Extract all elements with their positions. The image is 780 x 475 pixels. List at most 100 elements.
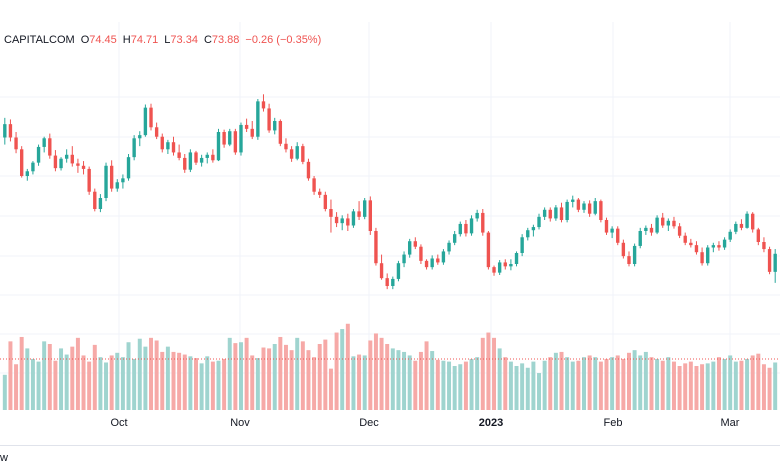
candle-body — [587, 203, 592, 214]
candle-body — [734, 223, 738, 232]
volume-bar — [390, 348, 395, 410]
volume-bar — [171, 351, 176, 410]
candle — [756, 227, 761, 246]
footer-label[interactable]: w — [0, 452, 8, 464]
candle-body — [537, 216, 541, 228]
candle — [183, 154, 187, 173]
volume-bar — [570, 361, 575, 410]
volume-bar — [205, 356, 210, 410]
candle-body — [351, 211, 356, 226]
candle-body — [81, 165, 86, 169]
candle-body — [188, 152, 193, 170]
candle-body — [149, 107, 153, 128]
candle — [481, 209, 485, 236]
candle-body — [199, 157, 204, 163]
volume-bar — [480, 337, 485, 410]
candle — [655, 215, 659, 235]
candle — [109, 160, 114, 192]
candle-body — [689, 242, 693, 246]
volume-bar — [767, 367, 772, 410]
volume-bar — [317, 344, 322, 410]
candle — [233, 128, 238, 155]
volume-bar — [368, 340, 373, 410]
candle-body — [87, 168, 91, 192]
candle-body — [672, 220, 676, 227]
candle — [211, 149, 215, 163]
volume-bar — [278, 336, 283, 410]
candle-body — [554, 207, 558, 219]
volume-bar — [199, 363, 204, 410]
volume-bar — [250, 355, 255, 410]
candle — [284, 138, 288, 153]
candle — [531, 224, 536, 237]
candle-body — [531, 227, 536, 231]
candle-body — [576, 199, 581, 210]
candle-body — [239, 124, 243, 153]
candle — [132, 135, 136, 161]
candle — [717, 241, 721, 251]
volume-bar — [447, 361, 452, 410]
candle — [520, 234, 524, 257]
x-tick-label: Mar — [721, 417, 740, 429]
volume-bar — [8, 341, 13, 410]
candle — [323, 191, 328, 212]
volume-bar — [255, 358, 260, 410]
candle — [250, 121, 254, 140]
candle-body — [379, 263, 384, 279]
volume-bar — [565, 357, 570, 410]
candle-body — [430, 258, 434, 268]
candle — [599, 199, 603, 223]
candle-body — [171, 142, 176, 153]
volume-bar — [458, 364, 463, 410]
candle-body — [751, 213, 755, 230]
candle-body — [677, 226, 682, 236]
volume-bar — [379, 337, 384, 410]
candle — [728, 229, 732, 242]
volume-bar — [705, 363, 710, 410]
candle — [644, 225, 648, 235]
volume-bar — [182, 354, 187, 410]
candle-body — [312, 178, 316, 192]
volume-bar — [531, 361, 536, 410]
volume-bar — [47, 344, 52, 410]
candle-body — [475, 212, 479, 219]
volume-bar — [385, 344, 390, 410]
volume-bar — [188, 356, 193, 410]
candle — [424, 259, 429, 270]
candle — [666, 218, 671, 231]
candle — [661, 212, 665, 228]
volume-bar — [615, 355, 620, 410]
close-value: C73.88 — [203, 34, 240, 46]
candle-body — [3, 124, 7, 138]
candle — [216, 128, 221, 162]
candle — [48, 133, 52, 159]
volume-bar — [660, 360, 665, 410]
candle-body — [424, 260, 429, 268]
volume-bar — [643, 351, 648, 410]
candle — [205, 152, 209, 164]
candle-body — [711, 245, 716, 248]
open-value: O74.45 — [80, 34, 117, 46]
volume-bar — [430, 351, 435, 410]
candle — [436, 254, 440, 265]
candle — [739, 219, 744, 231]
volume-bar — [30, 358, 35, 410]
volume-bar — [514, 366, 519, 410]
candle — [177, 144, 181, 161]
candle-body — [436, 258, 440, 263]
candle-body — [8, 124, 13, 138]
candle-body — [42, 138, 46, 147]
volume-bar — [132, 358, 137, 410]
candle — [149, 103, 153, 131]
volume-bar — [508, 361, 513, 410]
volume-bar — [452, 366, 457, 410]
volume-bar — [739, 360, 744, 410]
candle-body — [14, 137, 18, 150]
volume-bar — [357, 354, 362, 410]
candle-body — [301, 146, 305, 162]
candle-body — [616, 228, 620, 243]
candle-body — [604, 220, 609, 233]
candle — [115, 179, 119, 192]
symbol-label[interactable]: CAPITALCOM — [4, 34, 75, 46]
